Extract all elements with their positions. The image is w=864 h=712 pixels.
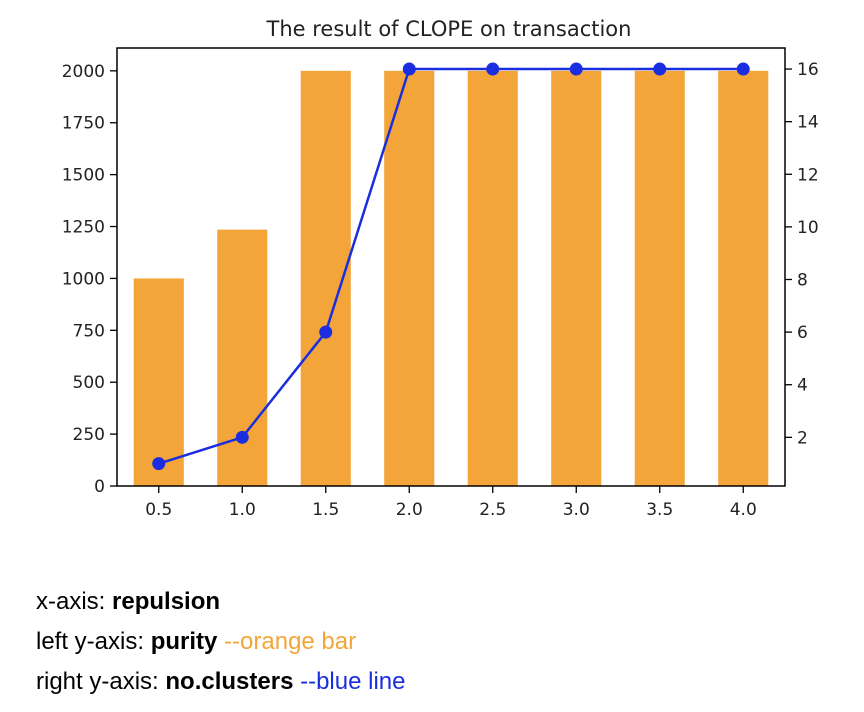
right-tick-label: 2 (797, 428, 808, 448)
left-tick-label: 750 (73, 321, 105, 341)
point-2.5 (486, 62, 500, 76)
x-tick-label: 0.5 (145, 500, 172, 520)
bar-4.0 (718, 70, 769, 486)
point-0.5 (152, 457, 166, 471)
caption-left-axis-prefix: left y-axis: (36, 628, 151, 655)
caption-left-axis-label: purity (150, 628, 218, 655)
point-3.0 (569, 62, 583, 76)
point-4.0 (736, 62, 750, 76)
caption-right-axis-label: no.clusters (165, 668, 294, 695)
point-2.0 (402, 62, 416, 76)
left-y-axis: 0 250 500 750 1000 1250 1500 1750 2000 (62, 62, 117, 497)
right-y-axis: 2 4 6 8 10 12 14 16 (785, 60, 819, 448)
bar-2.5 (467, 70, 518, 486)
line-series (152, 62, 750, 471)
bar-2.0 (384, 70, 435, 486)
right-tick-label: 8 (797, 270, 808, 290)
bar-1.0 (217, 229, 268, 486)
right-tick-label: 16 (797, 60, 819, 80)
x-tick-label: 2.5 (479, 500, 506, 520)
left-tick-label: 0 (94, 477, 105, 497)
chart-title: The result of CLOPE on transaction (266, 17, 632, 41)
clusters-line (158, 67, 744, 465)
x-tick-label: 1.5 (312, 500, 339, 520)
bar-series (133, 70, 769, 486)
caption-left-axis-note: --orange bar (217, 628, 357, 655)
caption-left-axis: left y-axis: purity --orange bar (36, 628, 356, 656)
caption-x-axis-label: repulsion (112, 588, 221, 615)
left-tick-label: 1250 (62, 218, 105, 238)
right-tick-label: 12 (797, 165, 819, 185)
bar-3.5 (634, 70, 685, 486)
point-1.5 (319, 325, 333, 339)
left-tick-label: 2000 (62, 62, 105, 82)
bar-3.0 (551, 70, 602, 486)
point-3.5 (653, 62, 667, 76)
caption-right-axis-prefix: right y-axis: (36, 668, 166, 695)
plot-frame (116, 47, 786, 487)
right-tick-label: 6 (797, 323, 808, 343)
caption-x-axis: x-axis: repulsion (36, 588, 220, 616)
caption-right-axis-note: --blue line (293, 668, 406, 695)
point-1.0 (235, 430, 249, 444)
left-tick-label: 1750 (62, 114, 105, 134)
left-tick-label: 1500 (62, 166, 105, 186)
caption-x-axis-prefix: x-axis: (36, 588, 113, 615)
x-tick-label: 1.0 (229, 500, 256, 520)
right-tick-label: 10 (797, 218, 819, 238)
x-axis: 0.5 1.0 1.5 2.0 2.5 3.0 3.5 4.0 (145, 486, 757, 520)
right-tick-label: 14 (797, 113, 819, 133)
bar-0.5 (133, 278, 184, 486)
left-tick-label: 500 (73, 373, 105, 393)
caption-right-axis: right y-axis: no.clusters --blue line (36, 668, 405, 696)
left-tick-label: 1000 (62, 269, 105, 289)
combo-chart: The result of CLOPE on transaction 0 250 5… (62, 17, 819, 520)
left-tick-label: 250 (73, 425, 105, 445)
x-tick-label: 4.0 (730, 500, 757, 520)
x-tick-label: 2.0 (396, 500, 423, 520)
x-tick-label: 3.5 (646, 500, 673, 520)
x-tick-label: 3.0 (563, 500, 590, 520)
right-tick-label: 4 (797, 376, 808, 396)
